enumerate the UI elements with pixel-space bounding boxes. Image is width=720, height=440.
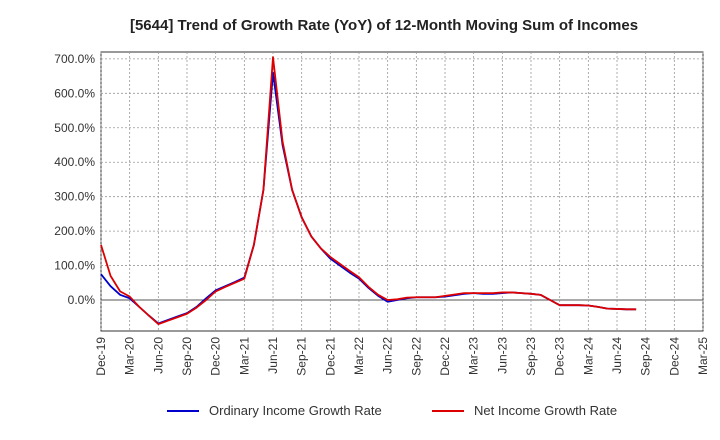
y-tick-label: 700.0%	[54, 52, 95, 66]
x-tick-label: Mar-22	[352, 337, 366, 375]
y-tick-label: 100.0%	[54, 259, 95, 273]
series-lines	[100, 56, 637, 326]
grid-lines	[100, 52, 704, 331]
y-tick-label: 300.0%	[54, 190, 95, 204]
series-line-net-income	[100, 56, 637, 326]
x-tick-label: Jun-23	[495, 337, 509, 374]
y-tick-label: 400.0%	[54, 155, 95, 169]
plot-area: 0.0% 100.0% 200.0% 300.0% 400.0% 500.0% 600.0%…	[54, 51, 710, 376]
x-tick-label: Dec-21	[323, 337, 337, 376]
x-tick-label: Jun-24	[610, 337, 624, 374]
x-tick-label: Sep-24	[639, 337, 653, 376]
y-tick-label: 500.0%	[54, 121, 95, 135]
x-tick-label: Mar-20	[123, 337, 137, 375]
x-tick-label: Mar-21	[237, 337, 251, 375]
legend: Ordinary Income Growth Rate Net Income Gr…	[167, 403, 617, 418]
x-tick-label: Mar-23	[467, 337, 481, 375]
x-tick-label: Dec-24	[667, 337, 681, 376]
x-axis-ticks: Dec-19 Mar-20 Jun-20 Sep-20 Dec-20 Mar-21 Jun-…	[94, 337, 710, 376]
x-tick-label: Dec-20	[209, 337, 223, 376]
x-tick-label: Dec-23	[553, 337, 567, 376]
x-tick-label: Sep-20	[180, 337, 194, 376]
x-tick-label: Dec-19	[94, 337, 108, 376]
x-tick-label: Jun-22	[381, 337, 395, 374]
x-tick-label: Jun-20	[151, 337, 165, 374]
chart-title: [5644] Trend of Growth Rate (YoY) of 12-…	[130, 17, 638, 34]
y-tick-label: 0.0%	[68, 293, 96, 307]
legend-label-1: Net Income Growth Rate	[474, 403, 617, 418]
x-tick-label: Sep-21	[295, 337, 309, 376]
x-tick-label: Mar-25	[696, 337, 710, 375]
y-tick-label: 200.0%	[54, 224, 95, 238]
x-tick-label: Jun-21	[266, 337, 280, 374]
y-axis-ticks: 0.0% 100.0% 200.0% 300.0% 400.0% 500.0% 600.0%…	[54, 52, 95, 307]
x-tick-label: Dec-22	[438, 337, 452, 376]
x-tick-label: Mar-24	[581, 337, 595, 375]
x-tick-label: Sep-23	[524, 337, 538, 376]
plot-frame	[100, 51, 704, 332]
x-tick-label: Sep-22	[409, 337, 423, 376]
y-tick-label: 600.0%	[54, 86, 95, 100]
legend-label-0: Ordinary Income Growth Rate	[209, 403, 382, 418]
